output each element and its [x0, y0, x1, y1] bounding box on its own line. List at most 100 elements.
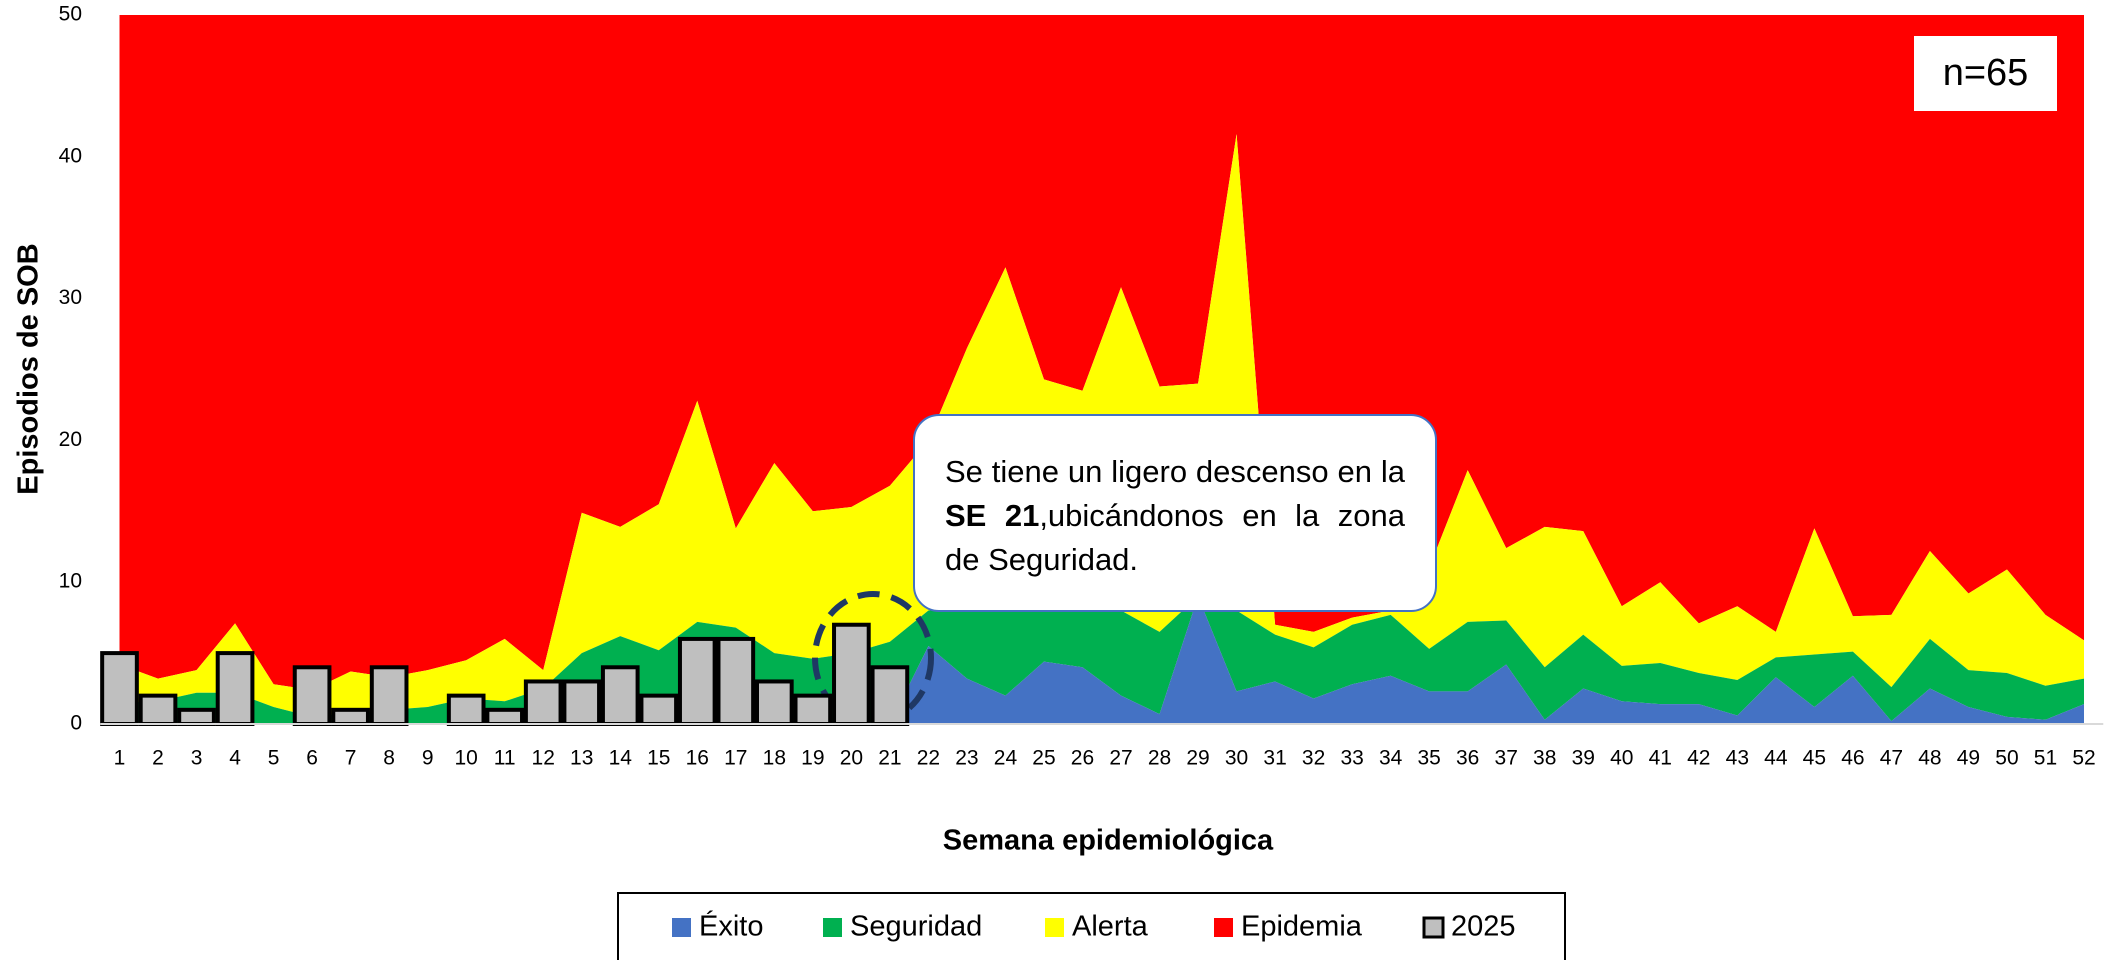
x-tick-label: 27 [1109, 747, 1132, 770]
bar [523, 679, 563, 727]
y-tick-label: 30 [59, 286, 82, 309]
x-axis-title: Semana epidemiológica [943, 825, 1274, 857]
x-tick-label: 20 [840, 747, 863, 770]
x-tick-label: 50 [1995, 747, 2018, 770]
y-tick-label: 50 [59, 3, 82, 26]
bar [100, 651, 139, 726]
x-tick-label: 7 [345, 747, 357, 770]
bar [177, 707, 216, 727]
x-tick-label: 37 [1495, 747, 1518, 770]
callout-text: ,ubicándonos en la zona de Seguridad. [945, 498, 1405, 577]
legend-label: Epidemia [1241, 911, 1363, 943]
x-tick-label: 45 [1803, 747, 1826, 770]
bar [331, 707, 370, 727]
bar [485, 707, 525, 727]
bar [600, 665, 640, 727]
y-tick-label: 20 [59, 428, 82, 451]
x-tick-label: 42 [1687, 747, 1710, 770]
x-tick-label: 28 [1148, 747, 1171, 770]
x-tick-label: 29 [1186, 747, 1209, 770]
x-tick-label: 38 [1533, 747, 1556, 770]
x-tick-label: 21 [878, 747, 901, 770]
x-tick-label: 19 [801, 747, 824, 770]
x-tick-label: 35 [1417, 747, 1440, 770]
x-tick-label: 9 [422, 747, 434, 770]
legend-swatch [1422, 916, 1445, 939]
x-tick-label: 22 [917, 747, 940, 770]
x-tick-label: 52 [2072, 747, 2095, 770]
callout-text: Se tiene un ligero descenso en la [945, 454, 1405, 489]
bar [215, 651, 255, 726]
bar [716, 636, 756, 726]
x-tick-label: 3 [191, 747, 203, 770]
bar [292, 665, 332, 727]
legend-swatch [672, 918, 691, 937]
legend-swatch [823, 918, 842, 937]
legend-swatch [1214, 918, 1233, 937]
x-tick-label: 47 [1880, 747, 1903, 770]
bar [138, 693, 178, 727]
area-3 [119, 15, 2084, 690]
x-tick-label: 32 [1302, 747, 1325, 770]
bar [793, 693, 833, 727]
x-tick-label: 23 [955, 747, 978, 770]
bar [562, 679, 602, 727]
callout: Se tiene un ligero descenso en la SE 21,… [913, 414, 1437, 612]
x-tick-label: 40 [1610, 747, 1633, 770]
legend-label: 2025 [1451, 911, 1516, 943]
x-tick-label: 51 [2034, 747, 2057, 770]
x-tick-label: 5 [268, 747, 280, 770]
bar [639, 693, 679, 727]
x-tick-label: 14 [609, 747, 633, 770]
x-tick-label: 15 [647, 747, 670, 770]
x-tick-label: 10 [454, 747, 477, 770]
x-tick-label: 12 [532, 747, 555, 770]
x-tick-label: 49 [1957, 747, 1980, 770]
x-tick-label: 24 [994, 747, 1018, 770]
x-tick-label: 39 [1572, 747, 1595, 770]
legend-label: Seguridad [850, 911, 982, 943]
highlight-circle [812, 591, 934, 725]
x-tick-label: 2 [152, 747, 164, 770]
legend-label: Éxito [699, 910, 763, 943]
x-tick-label: 26 [1071, 747, 1094, 770]
bar [870, 665, 910, 727]
bar [832, 622, 871, 726]
bar [754, 679, 794, 727]
x-tick-label: 8 [383, 747, 395, 770]
x-tick-label: 18 [763, 747, 786, 770]
x-tick-label: 36 [1456, 747, 1479, 770]
x-tick-label: 11 [494, 747, 516, 770]
x-tick-label: 4 [229, 747, 241, 770]
x-tick-label: 41 [1649, 747, 1672, 770]
x-tick-label: 44 [1764, 747, 1788, 770]
bar [369, 665, 409, 727]
x-tick-label: 25 [1032, 747, 1055, 770]
bar [677, 636, 717, 726]
x-tick-label: 1 [114, 747, 126, 770]
y-tick-label: 40 [59, 144, 82, 167]
x-tick-label: 33 [1340, 747, 1363, 770]
x-tick-label: 34 [1379, 747, 1403, 770]
area-0 [119, 596, 2084, 724]
y-tick-label: 0 [70, 712, 82, 735]
callout-bold: SE 21 [945, 498, 1040, 533]
legend-box [617, 892, 1566, 960]
x-tick-label: 17 [724, 747, 747, 770]
x-tick-label: 6 [306, 747, 318, 770]
y-tick-label: 10 [59, 570, 82, 593]
legend-swatch [1045, 918, 1064, 937]
x-tick-label: 31 [1263, 747, 1286, 770]
bar [446, 693, 486, 727]
x-tick-label: 16 [686, 747, 709, 770]
x-tick-label: 48 [1918, 747, 1941, 770]
x-tick-label: 30 [1225, 747, 1248, 770]
x-tick-label: 46 [1841, 747, 1864, 770]
n-label: n=65 [1914, 36, 2057, 111]
x-tick-label: 43 [1726, 747, 1749, 770]
legend-label: Alerta [1072, 911, 1149, 943]
y-axis-title: Episodios de SOB [13, 243, 45, 494]
x-tick-label: 13 [570, 747, 593, 770]
